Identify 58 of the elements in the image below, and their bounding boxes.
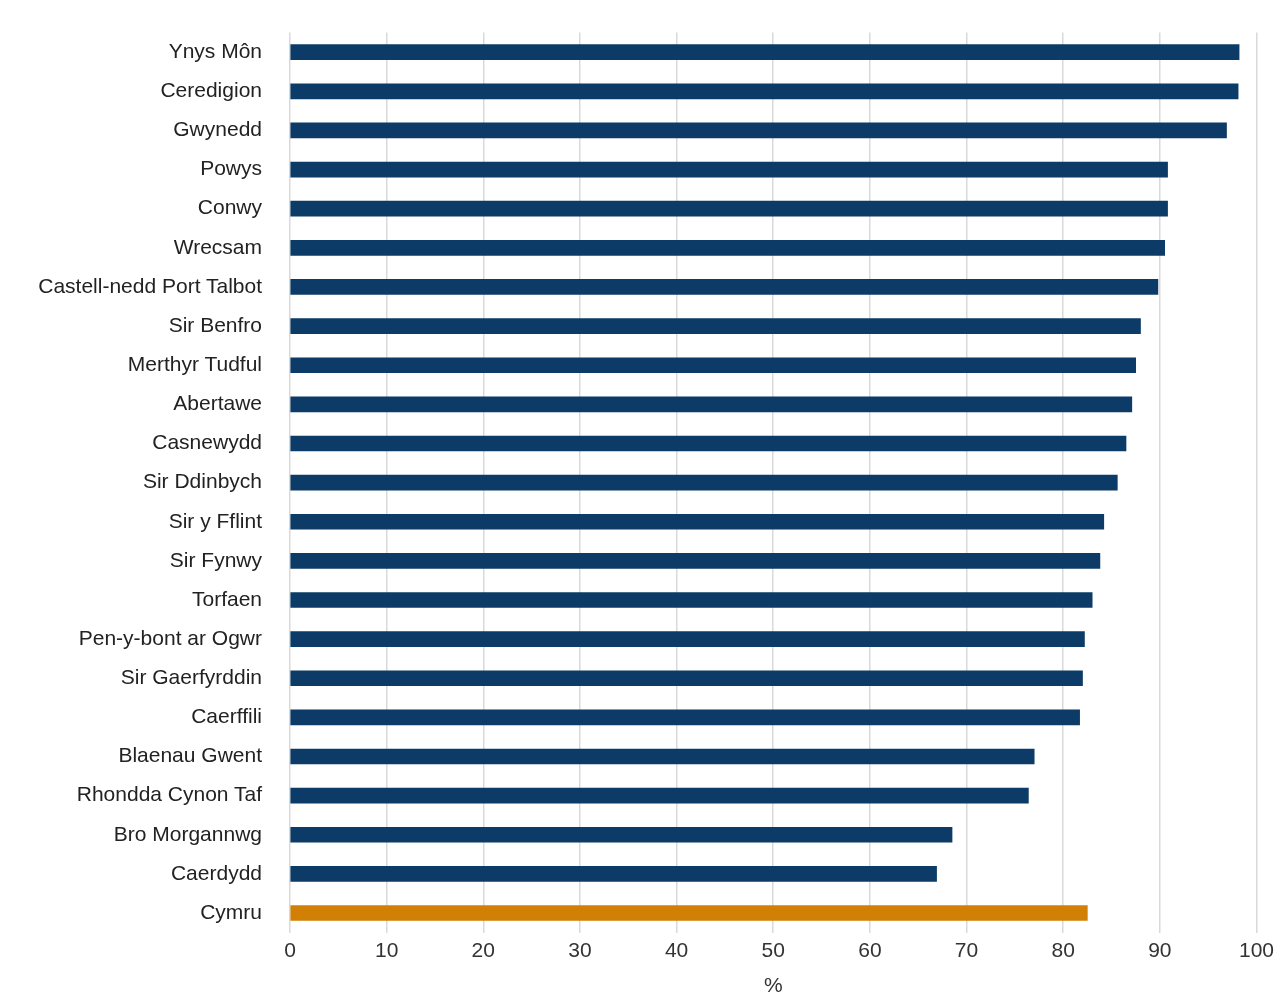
bar bbox=[290, 553, 1101, 569]
x-tick-label: 0 bbox=[284, 938, 296, 961]
y-tick-label: Pen-y-bont ar Ogwr bbox=[78, 625, 262, 649]
bar bbox=[290, 787, 1029, 804]
x-tick-label: 60 bbox=[858, 938, 882, 961]
bar bbox=[290, 396, 1133, 413]
bar bbox=[290, 122, 1227, 139]
bar bbox=[290, 826, 953, 843]
bar bbox=[290, 83, 1239, 100]
y-tick-label: Sir y Fflint bbox=[168, 508, 263, 532]
y-tick-label: Wrecsam bbox=[173, 234, 262, 258]
y-tick-label: Cymru bbox=[200, 899, 262, 923]
y-tick-label: Ceredigion bbox=[160, 78, 262, 102]
y-tick-label: Gwynedd bbox=[173, 117, 262, 141]
bar bbox=[290, 670, 1083, 687]
y-tick-label: Castell-nedd Port Talbot bbox=[38, 273, 263, 297]
x-tick-label: 70 bbox=[954, 938, 979, 961]
bar bbox=[290, 474, 1118, 491]
y-tick-label: Ynys Môn bbox=[168, 38, 262, 62]
bar bbox=[290, 905, 1088, 921]
x-tick-label: 90 bbox=[1148, 938, 1172, 961]
bar bbox=[290, 748, 1035, 765]
y-tick-label: Caerdydd bbox=[170, 860, 262, 884]
bar bbox=[290, 592, 1093, 608]
bar bbox=[290, 435, 1127, 452]
bar bbox=[290, 239, 1165, 256]
y-tick-label: Sir Fynwy bbox=[169, 547, 263, 571]
x-tick-label: 80 bbox=[1051, 938, 1075, 961]
y-tick-label: Blaenau Gwent bbox=[118, 743, 263, 767]
bar bbox=[290, 709, 1080, 726]
y-tick-label: Casnewydd bbox=[152, 430, 262, 454]
y-tick-label: Rhondda Cynon Taf bbox=[76, 782, 263, 806]
x-tick-label: 100 bbox=[1238, 938, 1274, 961]
bar bbox=[290, 357, 1136, 374]
y-tick-label: Sir Gaerfyrddin bbox=[120, 665, 262, 689]
x-tick-label: 30 bbox=[568, 938, 592, 961]
bar bbox=[290, 318, 1141, 334]
bar bbox=[290, 200, 1168, 217]
y-tick-label: Sir Ddinbych bbox=[142, 469, 262, 493]
y-tick-label: Abertawe bbox=[173, 391, 262, 415]
y-tick-label: Conwy bbox=[197, 195, 263, 219]
bar bbox=[290, 279, 1159, 295]
x-axis-title: % bbox=[763, 973, 783, 997]
bar bbox=[290, 866, 937, 882]
bar bbox=[290, 44, 1240, 60]
bar bbox=[290, 513, 1105, 530]
y-tick-label: Sir Benfro bbox=[168, 312, 262, 336]
bar bbox=[290, 631, 1085, 647]
y-tick-label: Powys bbox=[200, 156, 262, 180]
y-tick-label: Torfaen bbox=[191, 586, 262, 610]
x-tick-label: 20 bbox=[471, 938, 495, 961]
x-tick-label: 10 bbox=[374, 938, 399, 961]
y-tick-label: Merthyr Tudful bbox=[127, 352, 262, 376]
x-tick-label: 50 bbox=[761, 938, 785, 961]
x-tick-label: 40 bbox=[664, 938, 689, 961]
bar bbox=[290, 161, 1168, 178]
y-tick-label: Caerffili bbox=[191, 704, 262, 728]
y-tick-label: Bro Morgannwg bbox=[113, 821, 262, 845]
